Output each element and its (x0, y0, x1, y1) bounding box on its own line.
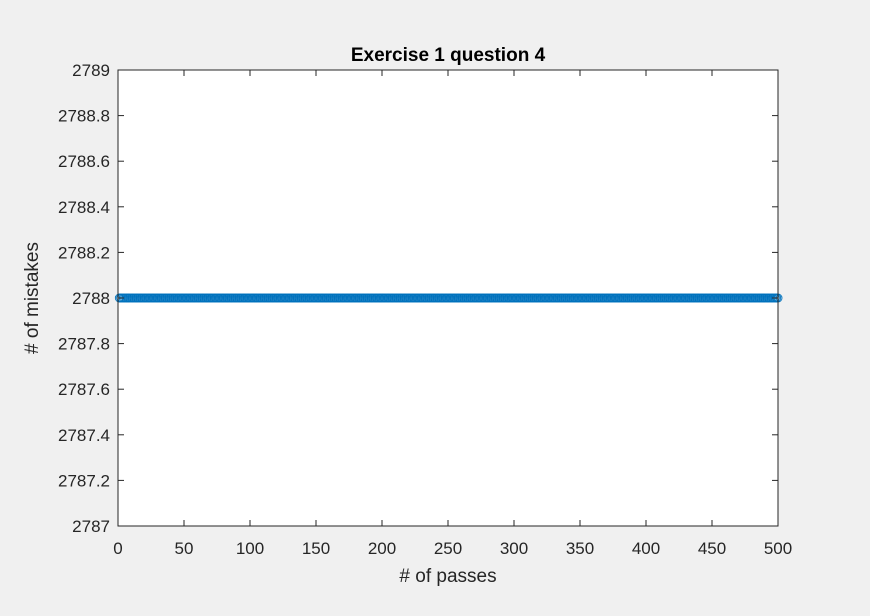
y-tick-label: 2788.2 (58, 243, 110, 262)
y-tick-label: 2789 (72, 61, 110, 80)
x-tick-label: 350 (566, 539, 594, 558)
y-tick-label: 2788.8 (58, 107, 110, 126)
x-tick-label: 200 (368, 539, 396, 558)
x-tick-label: 300 (500, 539, 528, 558)
x-tick-label: 0 (113, 539, 122, 558)
chart-title: Exercise 1 question 4 (351, 45, 546, 66)
y-tick-label: 2787.2 (58, 471, 110, 490)
x-tick-label: 100 (236, 539, 264, 558)
x-tick-label: 50 (175, 539, 194, 558)
x-tick-label: 150 (302, 539, 330, 558)
y-tick-label: 2788.4 (58, 198, 110, 217)
y-tick-label: 2788.6 (58, 152, 110, 171)
x-tick-label: 250 (434, 539, 462, 558)
axes-layer: 0 50 100 150 200 250 300 350 400 450 500 2787 2787.2… (58, 61, 792, 558)
y-axis-title: # of mistakes (22, 242, 43, 354)
series-layer (114, 293, 783, 303)
y-tick-label: 2787 (72, 517, 110, 536)
x-tick-label: 450 (698, 539, 726, 558)
y-tick-label: 2787.4 (58, 426, 110, 445)
x-tick-label: 500 (764, 539, 792, 558)
x-axis-title: # of passes (399, 566, 496, 587)
y-tick-label: 2787.6 (58, 380, 110, 399)
y-tick-label: 2787.8 (58, 335, 110, 354)
y-tick-label: 2788 (72, 289, 110, 308)
x-tick-label: 400 (632, 539, 660, 558)
